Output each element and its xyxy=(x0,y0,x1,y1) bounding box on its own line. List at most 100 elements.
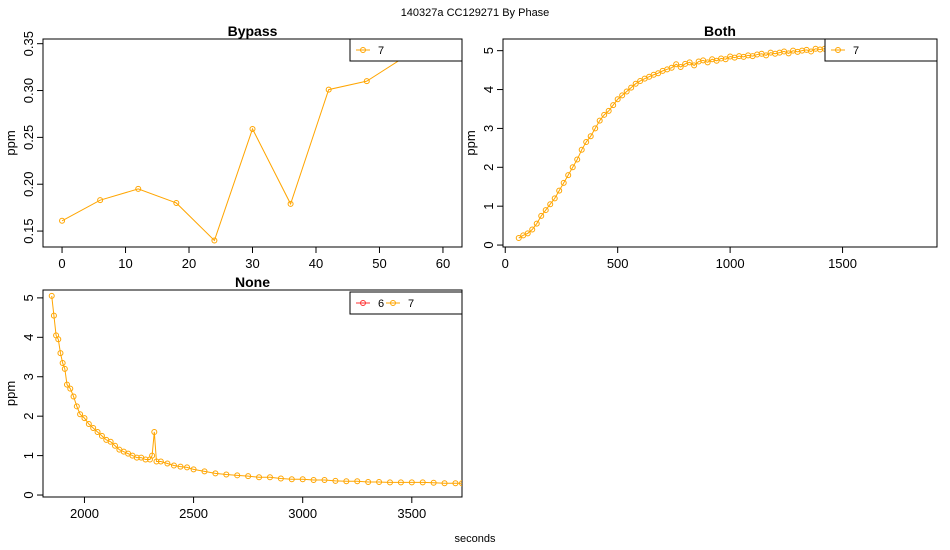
data-point xyxy=(556,187,563,194)
data-point xyxy=(542,207,549,214)
data-point xyxy=(133,454,140,461)
plot-frame xyxy=(42,38,463,248)
data-point xyxy=(201,468,208,475)
y-tick-label: 0 xyxy=(21,491,36,498)
x-tick-label: 2500 xyxy=(179,506,208,521)
data-point xyxy=(57,350,64,357)
data-point xyxy=(184,464,191,471)
data-point xyxy=(325,86,332,93)
y-tick-label: 0.30 xyxy=(21,78,36,103)
figure-title: 140327a CC129271 By Phase xyxy=(401,7,550,19)
data-point xyxy=(785,50,792,57)
legend-box xyxy=(349,291,463,315)
data-point xyxy=(524,230,531,237)
data-point xyxy=(533,220,540,227)
legend-marker xyxy=(835,47,841,53)
data-point xyxy=(70,393,77,400)
data-point xyxy=(578,146,585,153)
data-point xyxy=(212,470,219,477)
data-point xyxy=(408,479,415,486)
data-layer xyxy=(59,53,408,244)
x-tick-label: 3500 xyxy=(397,506,426,521)
data-point xyxy=(673,61,680,68)
series-line-7 xyxy=(51,295,462,484)
y-tick-label: 1 xyxy=(481,203,496,210)
x-tick-label: 40 xyxy=(309,256,323,271)
panel-title: Bypass xyxy=(228,23,278,39)
panel-bypass: Bypass ppm 0 10 20 30 40 50 60 0.15 0.20 0.25 0.30 0.… xyxy=(3,23,463,271)
y-tick-label: 4 xyxy=(21,334,36,341)
data-point xyxy=(97,197,104,204)
figure-xlabel: seconds xyxy=(455,533,496,545)
data-point xyxy=(430,479,437,486)
data-point xyxy=(574,156,581,163)
x-tick-label: 50 xyxy=(372,256,386,271)
data-point xyxy=(704,59,711,66)
data-point xyxy=(365,479,372,486)
data-point xyxy=(81,415,88,422)
data-point xyxy=(149,452,156,459)
panel-title: None xyxy=(235,274,270,290)
y-tick-label: 0.15 xyxy=(21,218,36,243)
data-point xyxy=(565,172,572,179)
x-tick-label: 10 xyxy=(118,256,132,271)
x-tick-label: 2000 xyxy=(70,506,99,521)
data-point xyxy=(59,217,66,224)
data-point xyxy=(441,480,448,487)
x-tick-label: 20 xyxy=(182,256,196,271)
data-point xyxy=(632,80,639,87)
data-point xyxy=(67,385,74,392)
data-point xyxy=(287,200,294,207)
data-point xyxy=(354,478,361,485)
data-point xyxy=(90,425,97,431)
data-point xyxy=(245,473,252,480)
legend-label: 7 xyxy=(408,298,414,310)
data-point xyxy=(48,292,55,299)
data-point xyxy=(256,474,263,481)
data-point xyxy=(605,107,612,114)
y-tick-label: 1 xyxy=(21,452,36,459)
data-point xyxy=(343,478,350,485)
data-point xyxy=(177,463,184,470)
x-tick-label: 0 xyxy=(58,256,65,271)
data-point xyxy=(190,466,197,473)
legend-marker xyxy=(360,47,366,53)
x-tick-label: 1000 xyxy=(716,256,745,271)
data-point xyxy=(77,411,84,418)
x-tick-label: 30 xyxy=(245,256,259,271)
data-point xyxy=(321,477,328,484)
y-tick-label: 3 xyxy=(21,373,36,380)
data-point xyxy=(560,179,567,186)
data-point xyxy=(592,125,599,132)
data-point xyxy=(61,365,68,372)
data-point xyxy=(583,139,590,146)
panel-title: Both xyxy=(704,23,736,39)
data-point xyxy=(637,77,644,84)
data-point xyxy=(808,48,815,55)
data-point xyxy=(73,403,80,410)
data-point xyxy=(601,111,608,118)
data-point xyxy=(529,226,536,233)
data-point xyxy=(249,125,256,132)
legend-label: 7 xyxy=(853,45,859,57)
legend-label: 6 xyxy=(378,298,384,310)
data-point xyxy=(763,52,770,59)
data-point xyxy=(170,462,177,469)
y-tick-label: 2 xyxy=(481,164,496,171)
x-tick-label: 500 xyxy=(607,256,629,271)
data-point xyxy=(85,421,92,428)
data-point xyxy=(587,133,594,140)
data-point xyxy=(722,56,729,63)
data-point xyxy=(419,479,426,486)
data-point xyxy=(157,458,164,465)
legend-marker xyxy=(390,300,396,306)
y-axis-label: ppm xyxy=(3,130,18,155)
series-line-7 xyxy=(61,56,406,242)
legend: 7 xyxy=(349,38,463,62)
data-point xyxy=(211,237,218,244)
data-point xyxy=(277,475,284,482)
legend: 7 xyxy=(824,38,938,62)
